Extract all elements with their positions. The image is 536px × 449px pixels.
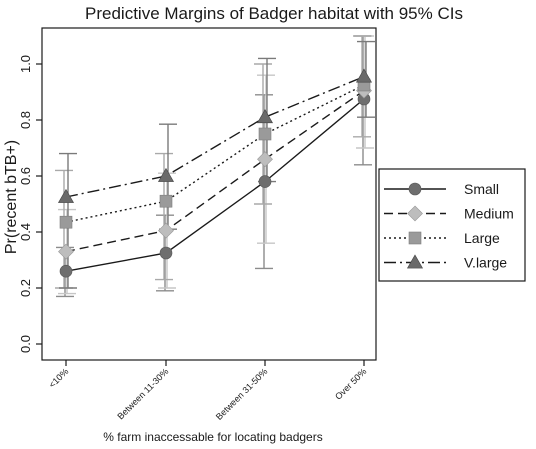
y-tick-label: 0.8: [18, 111, 33, 129]
y-tick-label: 1.0: [18, 55, 33, 73]
legend-box: [378, 168, 526, 282]
legend-marker: [407, 205, 423, 222]
legend-marker: [408, 231, 422, 245]
data-point: [159, 246, 173, 260]
plot-frame: [41, 27, 377, 361]
x-tick-label: Over 50%: [333, 366, 368, 401]
data-point: [57, 188, 75, 203]
legend-label: V.large: [464, 255, 507, 271]
x-tick-label: Between 31-50%: [214, 366, 270, 422]
x-tick-label: <10%: [47, 366, 71, 390]
data-point: [58, 243, 74, 260]
y-tick-label: 0.6: [18, 167, 33, 185]
y-tick-label: 0.2: [18, 279, 33, 297]
data-point: [257, 151, 273, 168]
data-point: [59, 215, 73, 229]
data-point: [258, 127, 272, 141]
legend-label: Large: [464, 230, 500, 246]
legend-label: Small: [464, 181, 499, 197]
x-tick-label: Between 11-30%: [115, 366, 170, 421]
series-line-small: [65, 98, 365, 272]
data-point: [59, 264, 73, 278]
data-point: [258, 175, 272, 188]
x-axis-label: % farm inaccessable for locating badgers: [103, 430, 322, 444]
series-line-medium: [65, 90, 365, 253]
data-point: [159, 194, 173, 208]
y-axis-label: Pr(recent bTB+): [3, 140, 20, 254]
data-point: [256, 109, 274, 124]
data-point: [158, 222, 174, 239]
legend-marker: [406, 254, 424, 269]
y-tick-label: 0.0: [18, 335, 33, 353]
series-line-vlarge: [65, 75, 365, 198]
series-line-large: [65, 84, 365, 223]
data-point: [355, 68, 373, 83]
chart-title: Predictive Margins of Badger habitat wit…: [85, 4, 463, 23]
legend-marker: [408, 182, 422, 196]
y-tick-label: 0.4: [18, 223, 33, 241]
legend-label: Medium: [464, 206, 514, 222]
data-point: [157, 167, 175, 182]
